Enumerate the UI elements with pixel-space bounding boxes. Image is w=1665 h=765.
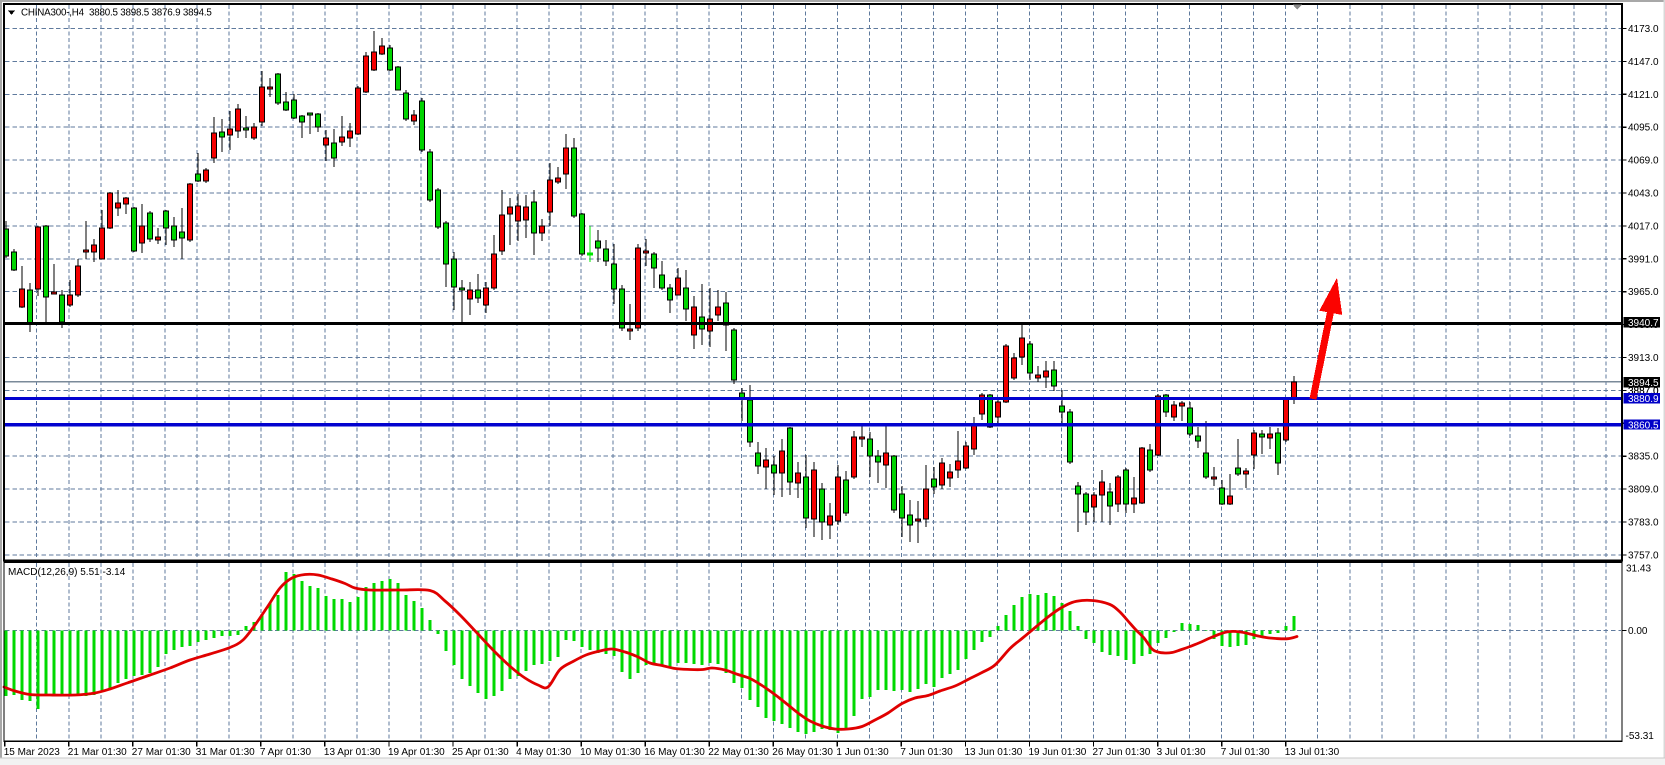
svg-text:3809.0: 3809.0 (1628, 485, 1659, 496)
svg-text:21 Mar 01:30: 21 Mar 01:30 (68, 747, 127, 758)
svg-text:7 Jul 01:30: 7 Jul 01:30 (1221, 747, 1270, 758)
svg-text:4069.0: 4069.0 (1628, 156, 1659, 167)
svg-text:19 Jun 01:30: 19 Jun 01:30 (1029, 747, 1087, 758)
svg-text:16 May 01:30: 16 May 01:30 (644, 747, 705, 758)
svg-text:3783.0: 3783.0 (1628, 518, 1659, 529)
svg-text:MACD(12,26,9) 5.51 -3.14: MACD(12,26,9) 5.51 -3.14 (8, 567, 126, 578)
svg-text:13 Jun 01:30: 13 Jun 01:30 (965, 747, 1023, 758)
svg-text:4017.0: 4017.0 (1628, 221, 1659, 232)
svg-text:19 Apr 01:30: 19 Apr 01:30 (388, 747, 445, 758)
svg-text:13 Jul 01:30: 13 Jul 01:30 (1285, 747, 1340, 758)
svg-text:4121.0: 4121.0 (1628, 90, 1659, 101)
svg-text:4095.0: 4095.0 (1628, 123, 1659, 134)
svg-text:3887.0: 3887.0 (1628, 386, 1659, 397)
svg-text:4173.0: 4173.0 (1628, 24, 1659, 35)
svg-text:3887.0: 3887.0 (1628, 386, 1659, 397)
svg-text:7 Jun 01:30: 7 Jun 01:30 (900, 747, 953, 758)
svg-text:31.43: 31.43 (1626, 563, 1651, 574)
svg-text:3835.0: 3835.0 (1628, 452, 1659, 463)
svg-text:15 Mar 2023: 15 Mar 2023 (4, 747, 61, 758)
svg-text:3965.0: 3965.0 (1628, 287, 1659, 298)
svg-text:1 Jun 01:30: 1 Jun 01:30 (836, 747, 889, 758)
svg-text:4147.0: 4147.0 (1628, 57, 1659, 68)
svg-text:3880.9: 3880.9 (1628, 394, 1659, 405)
svg-text:13 Apr 01:30: 13 Apr 01:30 (324, 747, 381, 758)
svg-text:4 May 01:30: 4 May 01:30 (516, 747, 571, 758)
svg-text:22 May 01:30: 22 May 01:30 (708, 747, 769, 758)
svg-text:26 May 01:30: 26 May 01:30 (772, 747, 833, 758)
svg-text:3894.5: 3894.5 (1628, 378, 1659, 389)
svg-text:-53.31: -53.31 (1626, 731, 1655, 742)
svg-text:31 Mar 01:30: 31 Mar 01:30 (196, 747, 255, 758)
svg-text:7 Apr 01:30: 7 Apr 01:30 (260, 747, 312, 758)
svg-text:27 Mar 01:30: 27 Mar 01:30 (132, 747, 191, 758)
svg-text:3991.0: 3991.0 (1628, 254, 1659, 265)
svg-text:25 Apr 01:30: 25 Apr 01:30 (452, 747, 509, 758)
svg-text:3757.0: 3757.0 (1628, 550, 1659, 561)
svg-text:27 Jun 01:30: 27 Jun 01:30 (1093, 747, 1151, 758)
svg-text:10 May 01:30: 10 May 01:30 (580, 747, 641, 758)
svg-text:CHINA300-,H4 3880.5 3898.5 38: CHINA300-,H4 3880.5 3898.5 3876.9 3894.5 (21, 8, 212, 19)
svg-text:0.00: 0.00 (1628, 626, 1648, 637)
svg-text:3 Jul 01:30: 3 Jul 01:30 (1157, 747, 1206, 758)
svg-text:3940.7: 3940.7 (1628, 318, 1659, 329)
svg-text:4043.0: 4043.0 (1628, 189, 1659, 200)
svg-text:3860.5: 3860.5 (1628, 420, 1659, 431)
svg-text:3913.0: 3913.0 (1628, 353, 1659, 364)
